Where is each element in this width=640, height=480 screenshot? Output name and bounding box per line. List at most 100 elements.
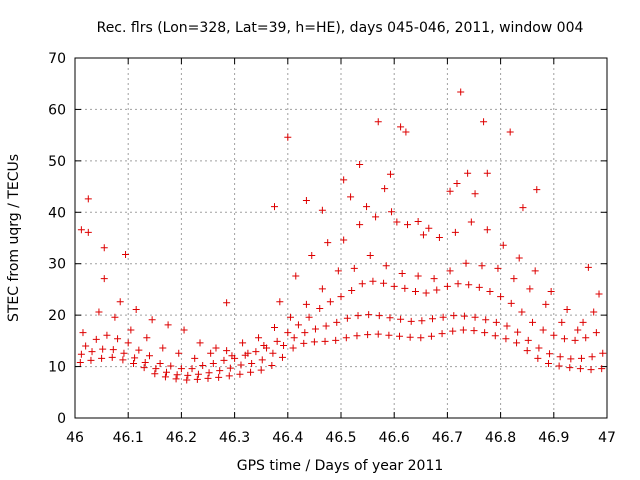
data-point [337,293,345,301]
y-tick-label: 60 [48,102,66,118]
data-point [396,332,404,340]
data-point [407,317,415,325]
data-point [486,287,494,295]
data-point [515,254,523,262]
data-point [159,344,167,352]
data-point [88,348,96,356]
data-point [108,353,116,361]
data-point [302,300,310,308]
data-point [382,262,390,270]
data-point [273,337,281,345]
data-point [502,335,510,343]
data-point [226,364,234,372]
data-point [563,305,571,313]
data-point [598,365,606,373]
data-point [584,263,592,271]
data-point [207,349,215,357]
data-point [236,370,244,378]
data-point [248,359,256,367]
data-point [289,344,297,352]
data-point [385,331,393,339]
data-point [481,329,489,337]
x-tick-label: 47 [598,430,616,446]
data-point [300,339,308,347]
data-point [188,365,196,373]
data-point [576,365,584,373]
data-point [555,362,563,370]
data-point [141,358,149,366]
data-point [435,233,443,241]
data-point [132,305,140,313]
data-point [546,350,554,358]
data-point [374,118,382,126]
data-point [268,362,276,370]
data-point [417,334,425,342]
x-tick-label: 46.7 [432,430,463,446]
data-point [239,339,247,347]
data-point [446,267,454,275]
data-point [375,312,383,320]
data-point [388,208,396,216]
data-point [364,331,372,339]
data-point [151,370,159,378]
data-point [531,267,539,275]
data-point [556,353,564,361]
data-point [271,203,278,211]
data-point [397,123,405,131]
x-tick-label: 46 [66,430,84,446]
data-point [278,353,286,361]
data-point [205,369,213,377]
data-point [342,334,350,342]
data-point [131,354,139,362]
data-point [518,308,526,316]
data-point [99,345,107,353]
y-axis: 0 10 20 30 40 50 60 70 [48,51,607,427]
data-point [398,269,406,277]
data-point [439,313,447,321]
data-point [173,371,181,379]
data-point [390,282,398,290]
data-point [194,370,202,378]
data-point [79,329,87,337]
data-point [308,251,316,259]
data-point [459,326,467,334]
data-point [77,226,85,234]
data-point [84,228,92,236]
data-point [343,314,351,322]
data-point [507,299,515,307]
data-point [567,355,575,363]
data-point [592,329,600,337]
x-axis-title: GPS time / Days of year 2011 [237,458,444,474]
data-point [453,179,461,187]
data-point [510,275,518,283]
data-point [223,347,231,355]
data-point [114,335,122,343]
data-point [301,329,309,337]
data-point [116,298,124,306]
data-point [228,352,236,360]
data-point [124,339,132,347]
data-point [87,356,95,364]
y-tick-label: 20 [48,308,66,324]
data-point [340,176,348,184]
data-point [271,323,278,331]
data-point [374,330,382,338]
data-point [369,277,377,285]
chart-title: Rec. flrs (Lon=328, Lat=39, h=HE), days … [97,20,584,36]
data-point [503,322,511,330]
data-point [550,331,558,339]
data-point [199,362,207,370]
data-point [82,342,90,350]
data-point [140,364,148,372]
data-point [534,354,542,362]
data-point [354,312,362,320]
data-point [566,364,574,372]
y-tick-label: 30 [48,257,66,273]
data-point [276,298,284,306]
data-point [542,300,550,308]
data-point [491,332,499,340]
data-point [98,354,106,362]
x-tick-label: 46.5 [325,430,356,446]
x-tick-label: 46.8 [485,430,516,446]
data-point [292,272,300,280]
